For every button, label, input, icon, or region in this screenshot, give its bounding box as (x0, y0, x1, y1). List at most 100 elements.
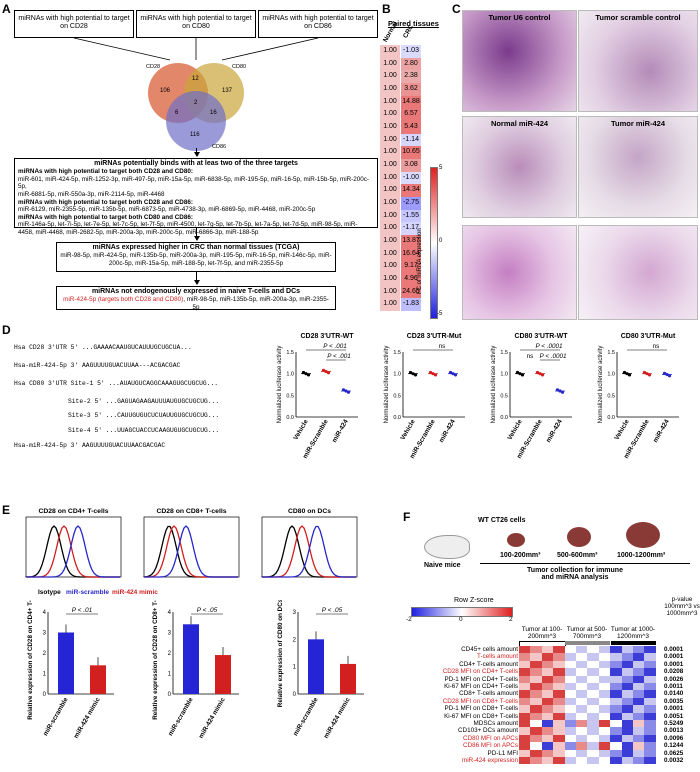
tumor-mid-icon (567, 527, 591, 547)
seq-cd80-site2: Site-2 5' ...GAGUAGAAGAUUUAUGUGCUGCUG... (68, 398, 220, 405)
f-group-bar-1 (565, 641, 610, 645)
f-heat-cell (541, 697, 554, 706)
f-heat-cell (610, 727, 622, 735)
f-z-min: -2 (406, 616, 412, 623)
c-zoom-normal (462, 225, 577, 320)
e-ylabel: Relative expression of CD28 on CD8+ T-ce… (152, 600, 159, 720)
f-heat-cell (541, 757, 554, 765)
b-crc-cell: 24.65 (401, 285, 421, 299)
d-ytick: 0.0 (393, 415, 401, 421)
d-ytick: 0.0 (607, 415, 615, 421)
b-normal-cell: 1.00 (380, 273, 400, 286)
f-heat-cell (610, 668, 622, 676)
f-naive: Naive mice (424, 562, 461, 569)
e-hist-title: CD28 on CD4+ T-cells (38, 508, 108, 515)
b-normal-cell: 1.00 (380, 83, 400, 96)
f-row-pvalue: 0.0011 (664, 683, 683, 690)
b-crc-cell: 14.34 (401, 184, 421, 197)
panel-letter-f: F (403, 510, 411, 524)
b-crc-cell: 3.08 (401, 159, 421, 172)
b-colorbar (430, 167, 438, 319)
f-heat-cell (587, 697, 599, 706)
e-ytick: 3 (293, 610, 297, 616)
e-histograms: CD28 on CD4+ T-cells CD28 on CD8+ T-cells… (25, 508, 358, 578)
f-heat-cell (621, 660, 633, 669)
f-heat-cell (644, 646, 656, 654)
f-row-label: CD80 MFI on APCs (463, 734, 518, 742)
venn-label-cd86: CD86 (212, 144, 226, 150)
f-heat-cell (644, 690, 656, 698)
b-normal-cell: 1.00 (380, 285, 400, 299)
e-xcat: miR-424 mimic (198, 696, 227, 740)
f-heat-cell (610, 757, 622, 765)
b-crc-cell: 5.43 (401, 121, 421, 134)
d-ytick: 1.0 (393, 372, 401, 378)
d-point (428, 370, 433, 375)
f-heat-cell (530, 683, 542, 691)
f-row-pvalue: 0.0096 (664, 734, 684, 742)
f-heat-cell (621, 757, 633, 765)
d-xcat: miR-424 (438, 418, 457, 444)
d-ylabel: Normalized luciferase activity (598, 346, 604, 424)
f-heat-cell (587, 690, 599, 698)
f-wt: WT CT26 cells (478, 517, 526, 524)
f-heat-cell (587, 742, 599, 750)
f-heat-cell (644, 727, 656, 735)
f-heat-cell (519, 734, 531, 743)
e-hist-curve (143, 525, 238, 578)
venn-n-cd28: 106 (160, 88, 171, 94)
venn-n-all: 2 (194, 100, 198, 106)
e-legend-mimic: miR-424 mimic (112, 589, 158, 596)
d-xcat: miR-424 (545, 418, 564, 444)
a-box-naive: miRNAs not endogenously expressed in nai… (56, 286, 336, 311)
f-heat-cell (644, 749, 656, 757)
b-normal-cell: 1.00 (380, 298, 400, 311)
f-row-pvalue: 0.0208 (664, 668, 684, 676)
f-heat-cell (621, 727, 633, 735)
e-pvalue: P < .01 (72, 607, 93, 614)
e-ytick: 4 (168, 610, 172, 616)
f-heat-cell (530, 757, 542, 765)
d-point (535, 370, 540, 375)
f-heat-cell (519, 749, 531, 757)
f-row-label: PD-1 MFI on CD4+ T-cells (444, 675, 518, 683)
f-heat-cell (621, 749, 633, 757)
f-row-label: Ki-67 MFI on CD4+ T-cells (444, 683, 518, 690)
f-row-pvalue: 0.5249 (664, 720, 684, 727)
f-heat-cell (530, 705, 542, 713)
f-heat-cell (610, 660, 622, 669)
b-normal-cell: 1.00 (380, 108, 400, 121)
venn-n-80-86: 16 (210, 110, 217, 116)
f-heat-cell (598, 683, 611, 691)
f-heat-cell (598, 757, 611, 765)
f-heat-cell (633, 705, 645, 713)
b-crc-cell: 4.96 (401, 273, 421, 286)
f-row-label: CD4+ T-cells amount (459, 660, 518, 668)
f-heat-cell (644, 757, 656, 765)
e-hist-curve (143, 525, 238, 578)
box3-line-1: 200c-5p, miR-15a-5p, miR-188-5p, let-7f-… (108, 259, 284, 267)
f-collection-1: Tumor collection for immune and miRNA an… (527, 567, 623, 581)
f-heat-cell (621, 683, 633, 691)
f-heat-cell (644, 683, 656, 691)
f-heat-cell (530, 653, 542, 661)
d-ytick: 1.5 (393, 350, 401, 356)
f-heat-cell (519, 683, 531, 691)
f-heat-cell (598, 720, 611, 728)
venn-n-28-86: 6 (175, 110, 179, 116)
f-heat-cell (530, 668, 542, 676)
f-heat-cell (587, 660, 599, 669)
f-heat-cell (541, 734, 554, 743)
f-heat-cell (519, 697, 531, 706)
f-heat-cell (598, 749, 611, 757)
f-heat-cell (587, 712, 599, 720)
b-normal-cell: 1.00 (380, 235, 400, 248)
e-xcat: miR-424 mimic (73, 696, 102, 740)
f-heat-cell (621, 742, 633, 750)
f-heat-cell (610, 646, 622, 654)
f-heat-cell (587, 720, 599, 728)
f-heat-cell (633, 742, 645, 750)
f-row-label: PD-L1 MFI (487, 749, 518, 757)
d-ytick: 0.0 (500, 415, 508, 421)
f-row-pvalue: 0.0051 (664, 712, 684, 720)
